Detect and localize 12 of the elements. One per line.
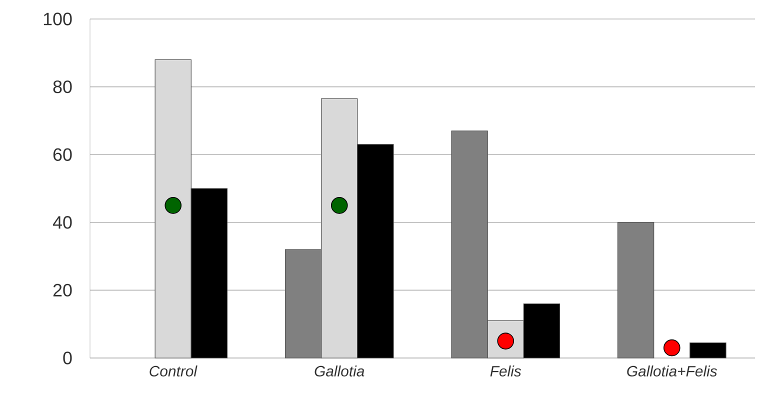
y-tick-label: 0: [63, 352, 72, 364]
x-tick-label: Control: [150, 366, 198, 376]
y-tick-label: 80: [53, 80, 72, 94]
y-tick-label: 60: [53, 148, 72, 161]
y-tick-label: 100: [44, 12, 72, 26]
bar: [617, 222, 654, 358]
y-tick-label: 20: [53, 284, 72, 297]
x-tick-label: Felis: [490, 366, 522, 376]
bar: [690, 342, 726, 358]
y-tick-label: 40: [52, 216, 72, 229]
x-tick-label: Gallotia: [314, 366, 364, 376]
x-tick-label: Gallotia+Felis: [627, 366, 718, 376]
